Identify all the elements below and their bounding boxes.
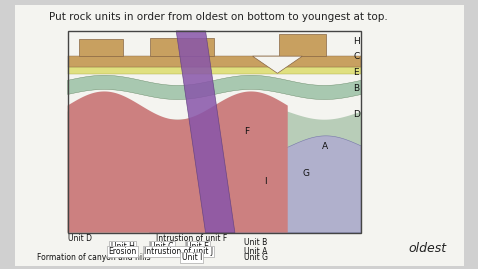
Text: B: B (353, 84, 359, 93)
FancyBboxPatch shape (15, 5, 464, 266)
Text: Unit A: Unit A (244, 247, 268, 256)
Text: G: G (303, 169, 310, 178)
Text: A: A (322, 142, 328, 151)
Text: Unit C: Unit C (151, 242, 174, 251)
Text: Unit H: Unit H (110, 242, 134, 251)
Polygon shape (150, 38, 214, 56)
Text: Unit B: Unit B (244, 238, 268, 247)
Polygon shape (67, 56, 361, 67)
Polygon shape (150, 136, 361, 233)
Text: Intrustion of unit F: Intrustion of unit F (156, 233, 228, 243)
Polygon shape (67, 104, 361, 233)
Text: Erosion: Erosion (109, 247, 137, 256)
Text: Unit D: Unit D (67, 233, 92, 243)
Text: C: C (353, 52, 359, 61)
Text: D: D (353, 110, 360, 119)
Bar (67, 31, 361, 233)
Polygon shape (79, 39, 123, 56)
Polygon shape (252, 56, 303, 73)
Text: Unit I: Unit I (182, 253, 202, 262)
Text: Unit G: Unit G (244, 253, 268, 262)
Text: Unit E: Unit E (186, 242, 209, 251)
Text: Formation of canyon and hills: Formation of canyon and hills (37, 253, 151, 262)
Polygon shape (67, 31, 288, 233)
Text: H: H (353, 37, 359, 46)
Polygon shape (67, 75, 361, 100)
Text: Put rock units in order from oldest on bottom to youngest at top.: Put rock units in order from oldest on b… (49, 12, 387, 22)
Text: Intrustion of unit J: Intrustion of unit J (144, 247, 213, 256)
Polygon shape (176, 31, 235, 233)
Text: F: F (244, 127, 249, 136)
Text: E: E (354, 68, 359, 77)
Text: I: I (264, 177, 267, 186)
Polygon shape (279, 34, 326, 56)
Text: oldest: oldest (409, 242, 447, 255)
Polygon shape (67, 67, 361, 74)
